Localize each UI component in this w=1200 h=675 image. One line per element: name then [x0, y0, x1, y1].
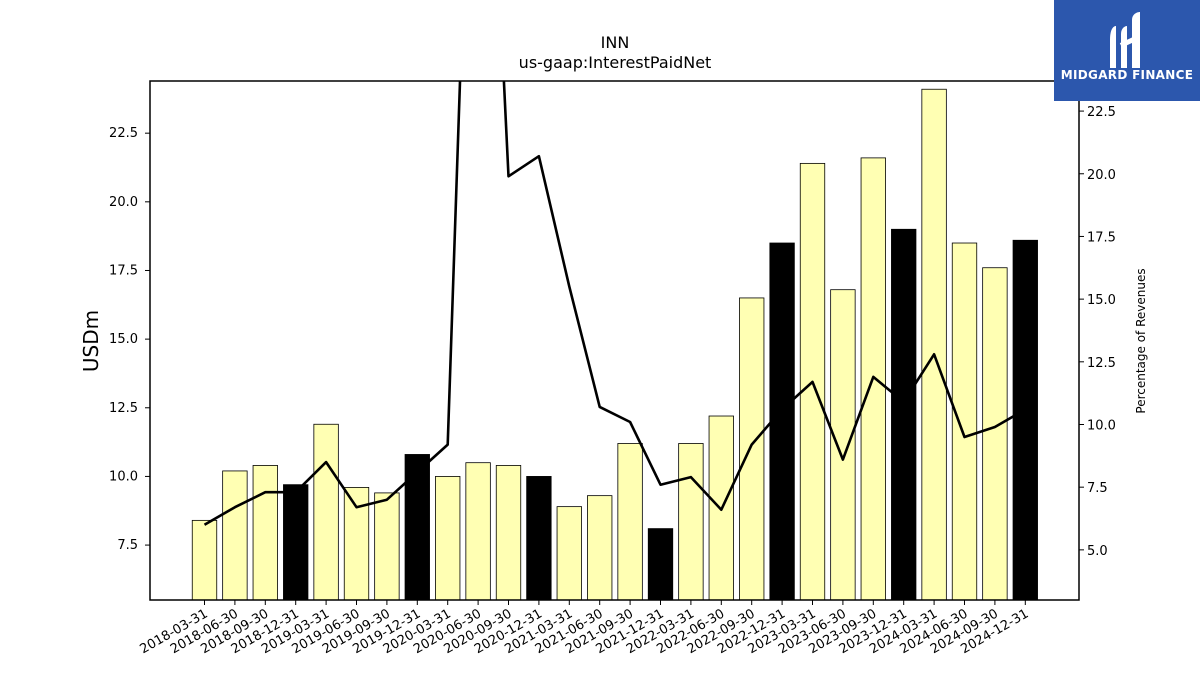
y2-tick-label: 15.0: [1087, 293, 1116, 308]
chart-title: INN: [601, 33, 630, 52]
y-tick-label: 7.5: [117, 538, 138, 553]
bar-series: [191, 88, 1038, 601]
y2-tick-label: 17.5: [1087, 230, 1116, 245]
bar: [222, 470, 248, 601]
bar: [435, 476, 461, 601]
y-tick-label: 22.5: [109, 126, 138, 141]
bar: [1012, 239, 1038, 601]
bar: [404, 454, 430, 601]
bar: [982, 267, 1008, 601]
y2-tick-label: 7.5: [1087, 481, 1108, 496]
bar: [891, 228, 917, 601]
bar: [526, 476, 552, 601]
bar: [830, 289, 856, 601]
brand-logo: MIDGARD FINANCE: [1054, 0, 1200, 101]
bar: [647, 528, 674, 601]
y-axis-title-right: Percentage of Revenues: [1134, 268, 1148, 413]
logo-text: MIDGARD FINANCE: [1060, 68, 1194, 82]
percentage-line: [203, 81, 1026, 526]
midgard-logo-icon: [1110, 12, 1140, 68]
right-axis: 5.0 7.5 10.0 12.5 15.0 17.5 20.0 22.5: [1079, 105, 1116, 559]
y2-tick-label: 5.0: [1087, 544, 1108, 559]
y2-tick-label: 20.0: [1087, 168, 1116, 183]
bar: [313, 423, 339, 601]
y-tick-label: 12.5: [109, 401, 138, 416]
line-series-group: [203, 81, 1026, 526]
bar: [556, 506, 582, 601]
bar: [921, 88, 947, 601]
y-axis-title-left: USDm: [79, 310, 103, 372]
plot-frame: [149, 80, 1080, 601]
bar: [191, 519, 218, 601]
bar: [495, 465, 522, 601]
y-tick-label: 15.0: [109, 332, 138, 347]
x-axis: 2018-03-312018-06-302018-09-302018-12-31…: [138, 600, 1031, 657]
y2-tick-label: 22.5: [1087, 105, 1116, 120]
y-tick-label: 20.0: [109, 195, 138, 210]
chart-subtitle: us-gaap:InterestPaidNet: [519, 53, 712, 72]
bar: [951, 242, 978, 601]
bar: [465, 462, 491, 601]
bar: [739, 297, 765, 601]
left-axis: 7.5 10.0 12.5 15.0 17.5 20.0 22.5: [109, 126, 150, 553]
bar: [587, 495, 613, 601]
bar: [252, 465, 278, 601]
y2-tick-label: 12.5: [1087, 356, 1116, 371]
bar: [617, 443, 643, 601]
bar: [374, 492, 400, 601]
bar: [769, 242, 795, 601]
bar: [283, 484, 309, 601]
y-tick-label: 17.5: [109, 263, 138, 278]
bar: [678, 443, 704, 601]
y2-tick-label: 10.0: [1087, 418, 1116, 433]
y-tick-label: 10.0: [109, 469, 138, 484]
